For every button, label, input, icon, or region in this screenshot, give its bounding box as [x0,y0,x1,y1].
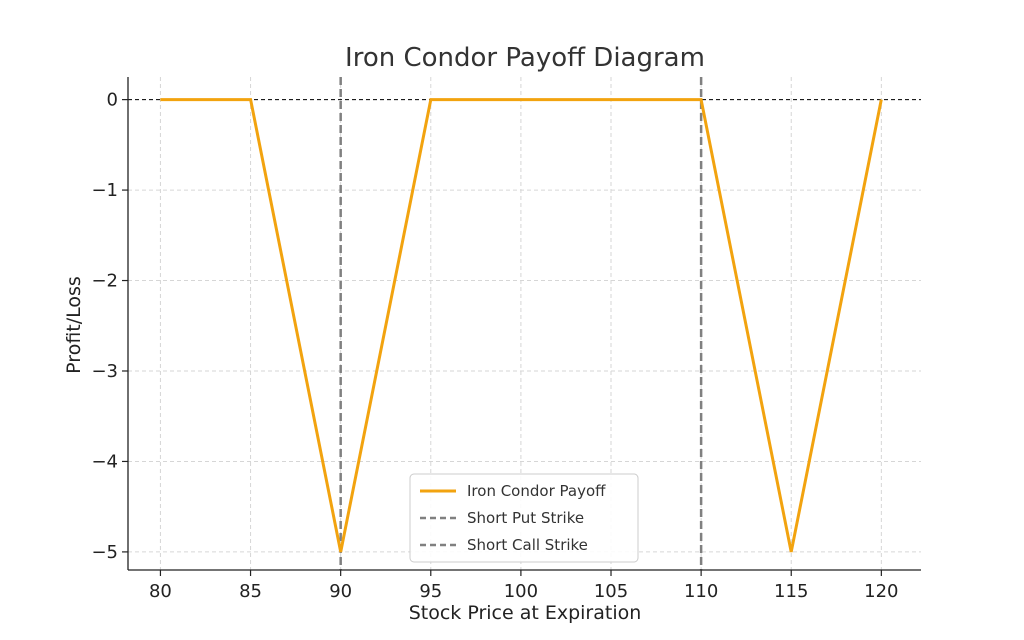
x-tick-label: 110 [684,581,718,602]
y-tick-label: −3 [91,361,118,382]
payoff-line [160,98,883,553]
legend: Iron Condor Payoff Short Put Strike Short … [409,473,639,563]
y-tick-label: −1 [91,180,118,201]
x-tick-label: 100 [504,581,538,602]
x-tick-label: 90 [329,581,352,602]
ticks: 80 85 90 95 100 105 110 115 120 0 −1 −2 −3 −4 −5 [91,90,898,602]
legend-label: Short Put Strike [467,509,584,527]
y-tick-label: −5 [91,542,118,563]
x-tick-label: 80 [149,581,172,602]
series-group [160,98,883,553]
legend-label: Iron Condor Payoff [467,482,606,500]
x-tick-label: 120 [864,581,898,602]
axes [127,77,921,571]
y-tick-label: −4 [91,451,118,472]
chart-title: Iron Condor Payoff Diagram [345,43,705,73]
y-axis-label: Profit/Loss [63,276,85,374]
x-tick-label: 115 [774,581,808,602]
x-tick-label: 95 [419,581,442,602]
x-tick-label: 105 [594,581,628,602]
x-axis-label: Stock Price at Expiration [409,602,642,624]
legend-label: Short Call Strike [467,536,588,554]
y-tick-label: −2 [91,271,118,292]
x-tick-label: 85 [239,581,262,602]
legend-box [409,473,639,563]
y-tick-label: 0 [107,90,118,111]
strike-lines [339,77,703,570]
